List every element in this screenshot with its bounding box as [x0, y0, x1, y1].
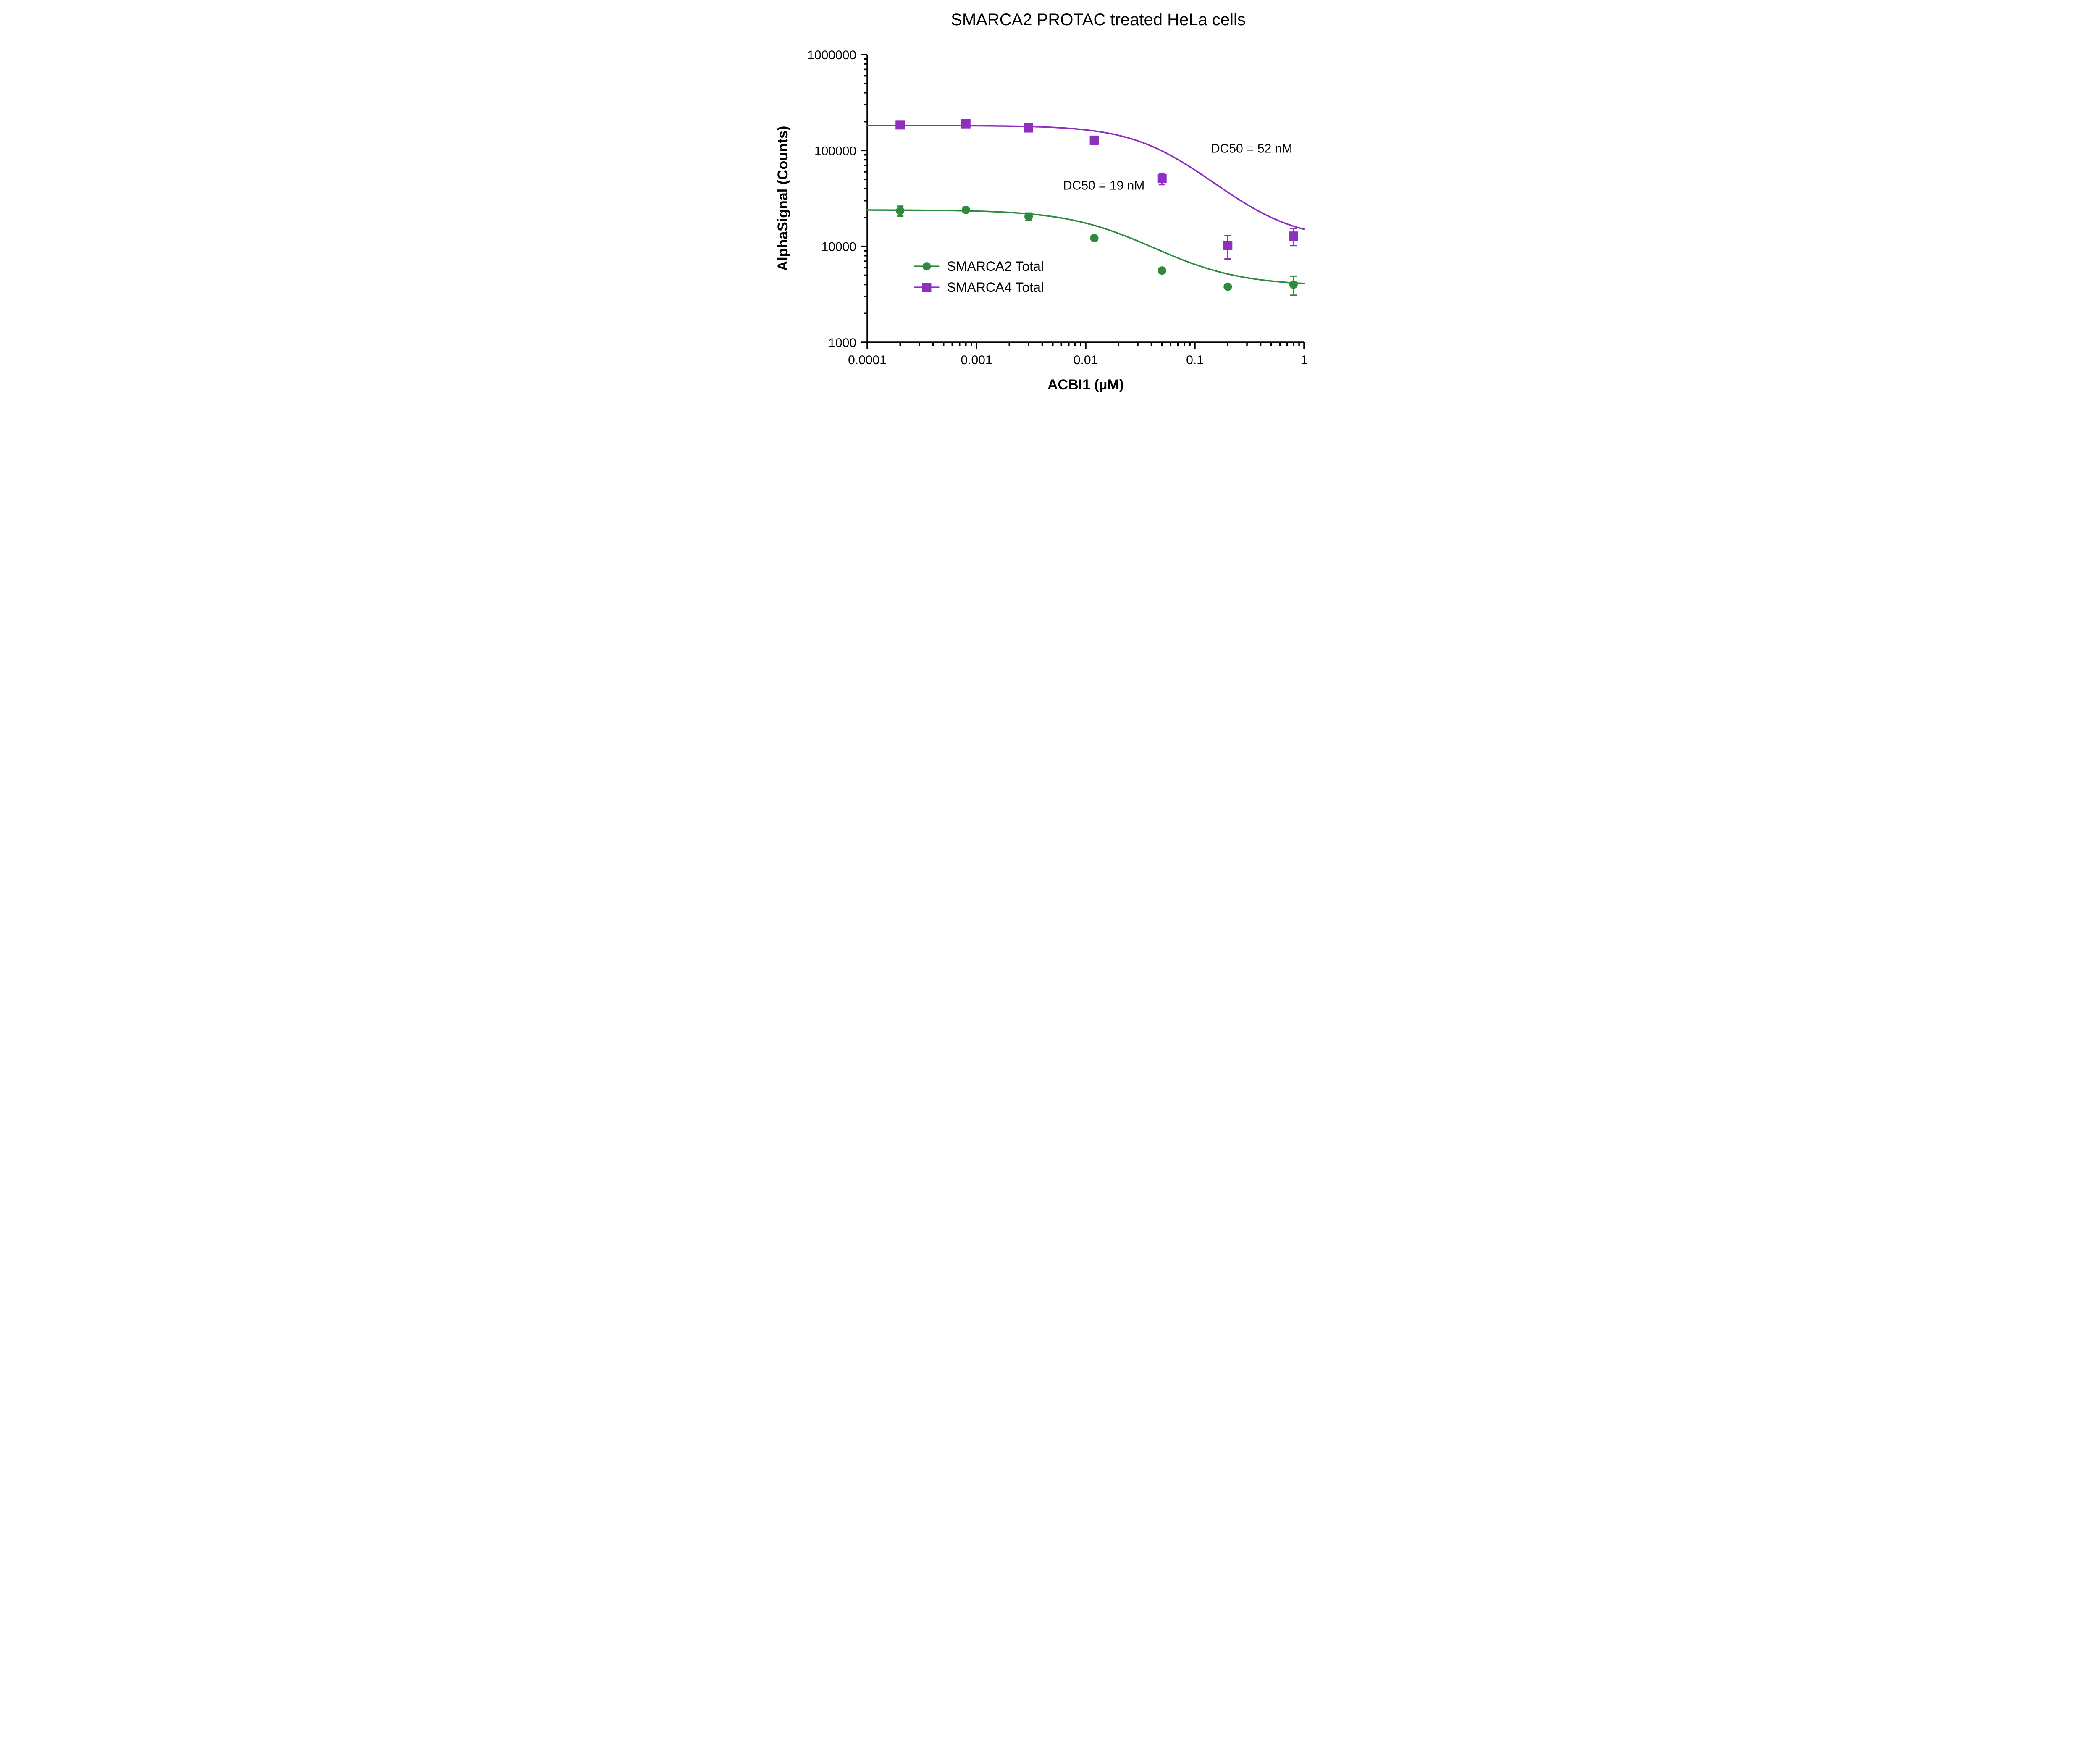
data-point-square: [1289, 231, 1298, 241]
data-point-circle: [1024, 212, 1033, 221]
x-tick-label: 0.0001: [848, 353, 887, 367]
legend-marker-circle: [922, 262, 931, 270]
data-point-circle: [1158, 266, 1166, 275]
data-point-square: [1158, 174, 1167, 183]
data-point-square: [1223, 241, 1232, 250]
fit-curve-0: [867, 210, 1304, 284]
y-tick-label: 100000: [814, 144, 856, 158]
x-axis-title: ACBI1 (µM): [1047, 377, 1124, 393]
data-point-circle: [1289, 281, 1298, 289]
legend-label: SMARCA4 Total: [947, 280, 1044, 295]
dc50-annotation: DC50 = 52 nM: [1211, 142, 1292, 155]
data-point-circle: [896, 207, 904, 215]
data-point-circle: [1090, 234, 1099, 242]
x-tick-label: 0.001: [961, 353, 992, 367]
y-axis-title: AlphaSignal (Counts): [775, 126, 791, 271]
data-point-square: [895, 120, 905, 129]
chart-svg: SMARCA2 PROTAC treated HeLa cells 1000 100…: [760, 0, 1340, 433]
legend-label: SMARCA2 Total: [947, 259, 1044, 274]
data-point-square: [1024, 123, 1033, 133]
dc50-annotation: DC50 = 19 nM: [1063, 179, 1144, 193]
x-tick-label: 0.1: [1186, 353, 1204, 367]
data-point-circle: [962, 206, 970, 214]
data-point-circle: [1223, 283, 1232, 291]
y-tick-label: 1000: [828, 336, 856, 350]
x-tick-label: 1: [1301, 353, 1308, 367]
data-point-square: [961, 119, 971, 129]
fit-curve-1: [867, 126, 1304, 229]
data-point-square: [1090, 136, 1099, 145]
legend-marker-square: [922, 283, 931, 292]
dose-response-chart: { "chart": { "type": "line", "title": "S…: [760, 0, 1340, 433]
y-tick-label: 1000000: [807, 48, 856, 62]
y-tick-label: 10000: [822, 240, 856, 254]
x-tick-label: 0.01: [1074, 353, 1098, 367]
chart-title: SMARCA2 PROTAC treated HeLa cells: [951, 11, 1246, 29]
